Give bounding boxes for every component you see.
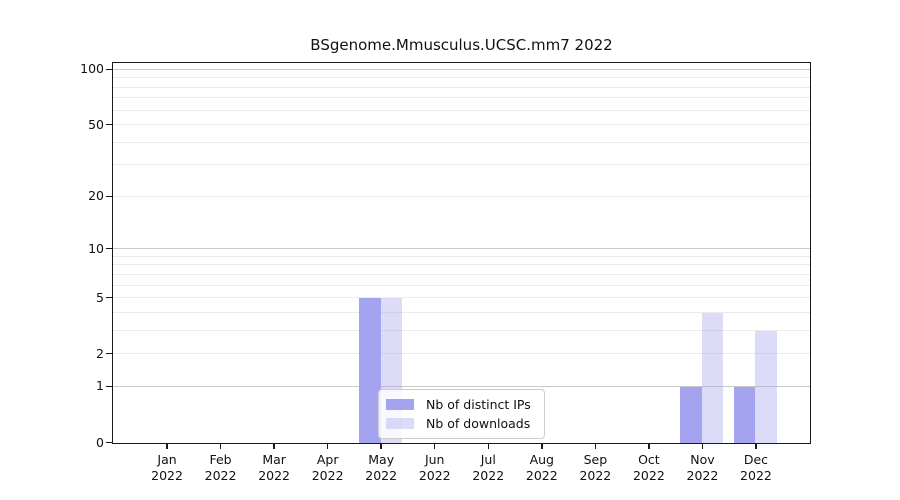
y-tick-label: 100 [80, 61, 104, 77]
bar-downloads [755, 330, 777, 443]
legend-label-distinct-ips: Nb of distinct IPs [426, 397, 531, 412]
x-tick-mark [541, 442, 543, 449]
x-tick-mark [219, 442, 222, 449]
x-tick-label: Apr 2022 [296, 452, 360, 484]
x-tick-year: 2022 [472, 467, 505, 483]
bar-distinct-ips [359, 298, 381, 443]
gridline-minor [113, 284, 810, 286]
x-tick-month: May [368, 451, 395, 467]
x-tick-label: Jul 2022 [456, 452, 520, 484]
y-tick-mark [106, 296, 112, 299]
chart-title: BSgenome.Mmusculus.UCSC.mm7 2022 [310, 36, 613, 54]
x-tick-label: Dec 2022 [724, 452, 788, 484]
x-tick-mark [594, 442, 597, 449]
x-tick-month: Aug [529, 451, 554, 467]
x-tick-mark [273, 442, 275, 449]
x-tick-label: May 2022 [349, 452, 413, 484]
x-tick-label: Feb 2022 [189, 452, 253, 484]
x-tick-year: 2022 [686, 467, 719, 483]
x-tick-label: Aug 2022 [510, 452, 574, 484]
gridline-minor [113, 109, 810, 111]
legend-item-downloads: Nb of downloads [386, 414, 535, 433]
x-tick-label: Jun 2022 [403, 452, 467, 484]
gridline-minor [113, 141, 810, 143]
gridline-minor [113, 311, 810, 313]
gridline-major [113, 68, 810, 70]
gridline-minor [113, 97, 810, 99]
x-tick-month: Oct [638, 451, 660, 467]
y-tick-label: 50 [88, 116, 104, 132]
x-tick-month: Dec [743, 451, 769, 467]
x-tick-mark [755, 442, 757, 449]
gridline-minor [113, 77, 810, 79]
x-tick-month: Feb [209, 451, 232, 467]
x-tick-month: Mar [262, 451, 286, 467]
x-tick-mark [326, 442, 329, 449]
legend-swatch-distinct-ips [386, 399, 414, 410]
x-tick-label: Sep 2022 [563, 452, 627, 484]
x-tick-label: Jan 2022 [135, 452, 199, 484]
x-tick-year: 2022 [418, 467, 451, 483]
x-tick-mark [701, 442, 704, 449]
y-tick-label: 10 [88, 240, 104, 256]
y-tick-label: 0 [96, 434, 104, 450]
plot-area [112, 62, 811, 444]
gridline-major [113, 385, 810, 387]
legend-label-downloads: Nb of downloads [426, 416, 531, 431]
y-tick-label: 1 [96, 378, 104, 394]
x-tick-month: Jul [480, 451, 496, 467]
legend-swatch-downloads [386, 418, 414, 429]
x-tick-year: 2022 [365, 467, 398, 483]
gridline-minor [113, 273, 810, 275]
x-tick-year: 2022 [204, 467, 237, 483]
x-tick-month: Jan [157, 451, 177, 467]
gridline-major [113, 248, 810, 250]
x-tick-year: 2022 [258, 467, 291, 483]
x-tick-year: 2022 [632, 467, 665, 483]
legend-item-distinct-ips: Nb of distinct IPs [386, 395, 535, 414]
legend: Nb of distinct IPs Nb of downloads [378, 389, 545, 439]
x-tick-mark [433, 442, 436, 449]
gridline-minor [113, 264, 810, 266]
gridline-minor [113, 86, 810, 88]
gridline-minor [113, 297, 810, 299]
y-tick-mark [106, 68, 112, 71]
y-tick-mark [106, 441, 112, 444]
x-tick-month: Sep [583, 451, 608, 467]
x-tick-year: 2022 [311, 467, 344, 483]
x-tick-mark [487, 442, 490, 449]
gridline-minor [113, 329, 810, 331]
y-tick-label: 5 [96, 289, 104, 305]
x-tick-year: 2022 [151, 467, 183, 483]
x-tick-year: 2022 [579, 467, 612, 483]
y-tick-mark [106, 195, 112, 198]
x-tick-month: Nov [690, 451, 715, 467]
y-tick-label: 2 [96, 345, 104, 361]
y-tick-mark [106, 385, 112, 388]
x-tick-label: Mar 2022 [242, 452, 306, 484]
x-tick-year: 2022 [740, 467, 772, 483]
x-tick-mark [380, 442, 382, 449]
x-tick-label: Nov 2022 [670, 452, 734, 484]
gridline-minor [113, 195, 810, 197]
y-tick-mark [106, 123, 112, 126]
x-tick-mark [648, 442, 650, 449]
y-tick-label: 20 [88, 188, 104, 204]
x-tick-month: Jun [424, 451, 445, 467]
y-tick-mark [106, 247, 112, 250]
x-tick-mark [166, 442, 168, 449]
gridline-minor [113, 255, 810, 257]
x-tick-label: Oct 2022 [617, 452, 681, 484]
y-tick-mark [106, 352, 112, 355]
bar-distinct-ips [680, 386, 702, 443]
gridline-minor [113, 164, 810, 166]
bar-downloads [701, 312, 724, 443]
x-tick-month: Apr [316, 451, 339, 467]
bar-distinct-ips [733, 386, 756, 443]
gridline-minor [113, 353, 810, 355]
x-tick-year: 2022 [525, 467, 558, 483]
gridline-minor [113, 124, 810, 126]
